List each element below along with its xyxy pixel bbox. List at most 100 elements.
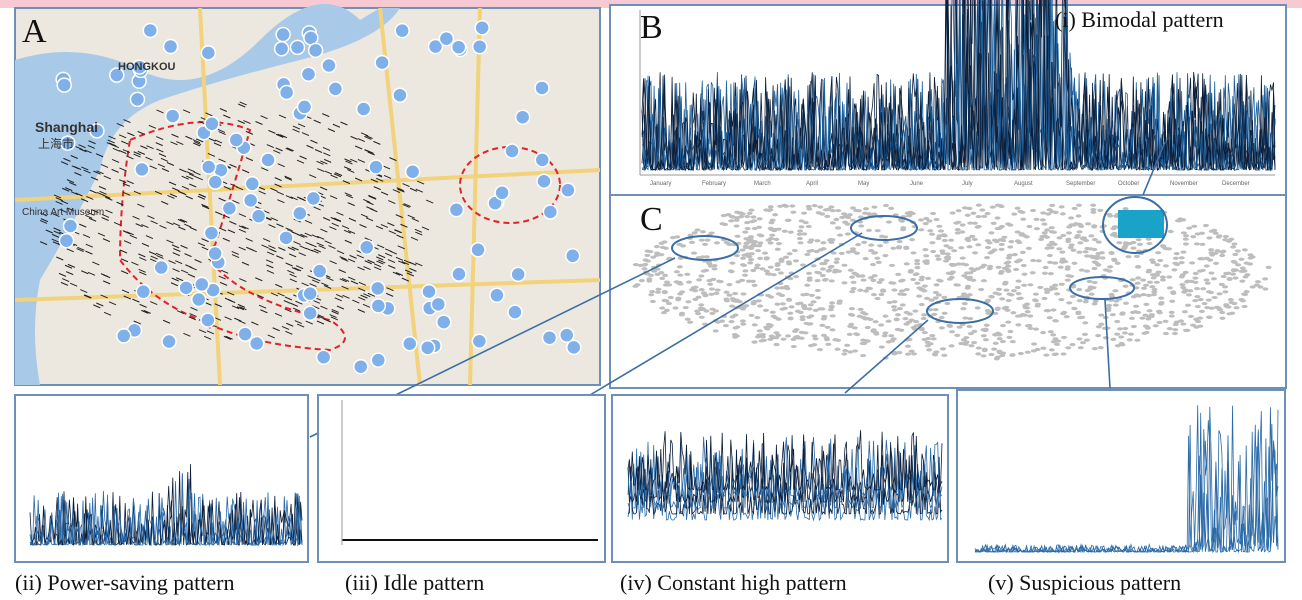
point — [1183, 242, 1189, 245]
point — [933, 296, 939, 299]
point — [1049, 204, 1055, 207]
point — [1212, 296, 1218, 299]
point — [1049, 230, 1055, 233]
point — [835, 226, 841, 229]
point — [743, 246, 749, 249]
point — [750, 280, 756, 283]
point — [1223, 235, 1229, 238]
caption: (iii) Idle pattern — [345, 570, 484, 595]
point — [1019, 232, 1025, 235]
point — [922, 248, 928, 251]
point — [1114, 320, 1120, 323]
point — [1005, 320, 1011, 323]
point — [1120, 311, 1126, 314]
point — [967, 317, 973, 320]
point — [749, 209, 755, 212]
month-label: June — [910, 181, 924, 187]
point — [1146, 242, 1152, 245]
point — [1035, 304, 1041, 307]
point — [857, 289, 863, 292]
point — [918, 278, 924, 281]
point — [1042, 297, 1048, 300]
point — [1069, 343, 1075, 346]
point — [1122, 327, 1128, 330]
point — [1115, 262, 1121, 265]
point — [997, 227, 1003, 230]
point — [786, 219, 792, 222]
point — [933, 308, 939, 311]
point — [1155, 251, 1161, 254]
point — [927, 229, 933, 232]
point — [1034, 227, 1040, 230]
point — [699, 288, 705, 291]
point — [911, 326, 917, 329]
point — [931, 337, 937, 340]
point — [882, 331, 888, 334]
point — [1018, 314, 1024, 317]
point — [858, 224, 864, 227]
point — [930, 212, 936, 215]
point — [1085, 289, 1091, 292]
point — [879, 278, 885, 281]
point — [1050, 333, 1056, 336]
pin — [516, 110, 530, 124]
point — [811, 264, 817, 267]
point — [851, 272, 857, 275]
point — [1186, 293, 1192, 296]
point — [799, 225, 805, 228]
point — [989, 353, 995, 356]
point — [1194, 326, 1200, 329]
pin — [135, 162, 149, 176]
point — [758, 234, 764, 237]
pin — [535, 153, 549, 167]
point — [1180, 250, 1186, 253]
point — [900, 226, 906, 229]
point — [914, 282, 920, 285]
point — [654, 245, 660, 248]
point — [1040, 347, 1046, 350]
point — [679, 313, 685, 316]
point — [782, 204, 788, 207]
pin — [371, 281, 385, 295]
point — [972, 222, 978, 225]
point — [732, 333, 738, 336]
point — [1106, 307, 1112, 310]
point — [1059, 205, 1065, 208]
point — [981, 279, 987, 282]
point — [1157, 321, 1163, 324]
point — [826, 269, 832, 272]
point — [860, 316, 866, 319]
point — [767, 338, 773, 341]
pin — [360, 240, 374, 254]
point — [1021, 264, 1027, 267]
point — [1047, 254, 1053, 257]
point — [1066, 301, 1072, 304]
point — [1156, 271, 1162, 274]
point — [1002, 282, 1008, 285]
point — [672, 306, 678, 309]
point — [664, 309, 670, 312]
point — [1244, 290, 1250, 293]
point — [1219, 283, 1225, 286]
point — [1192, 299, 1198, 302]
point — [1135, 276, 1141, 279]
point — [841, 352, 847, 355]
point — [737, 300, 743, 303]
point — [936, 258, 942, 261]
point — [1020, 251, 1026, 254]
pin — [505, 144, 519, 158]
caption: (v) Suspicious pattern — [988, 570, 1181, 595]
point — [749, 252, 755, 255]
point — [1239, 280, 1245, 283]
point — [971, 341, 977, 344]
point — [890, 282, 896, 285]
point — [1093, 300, 1099, 303]
point — [808, 344, 814, 347]
month-label: November — [1170, 181, 1198, 187]
point — [715, 288, 721, 291]
point — [1100, 256, 1106, 259]
point — [1006, 336, 1012, 339]
point — [693, 286, 699, 289]
pin — [508, 305, 522, 319]
point — [655, 288, 661, 291]
